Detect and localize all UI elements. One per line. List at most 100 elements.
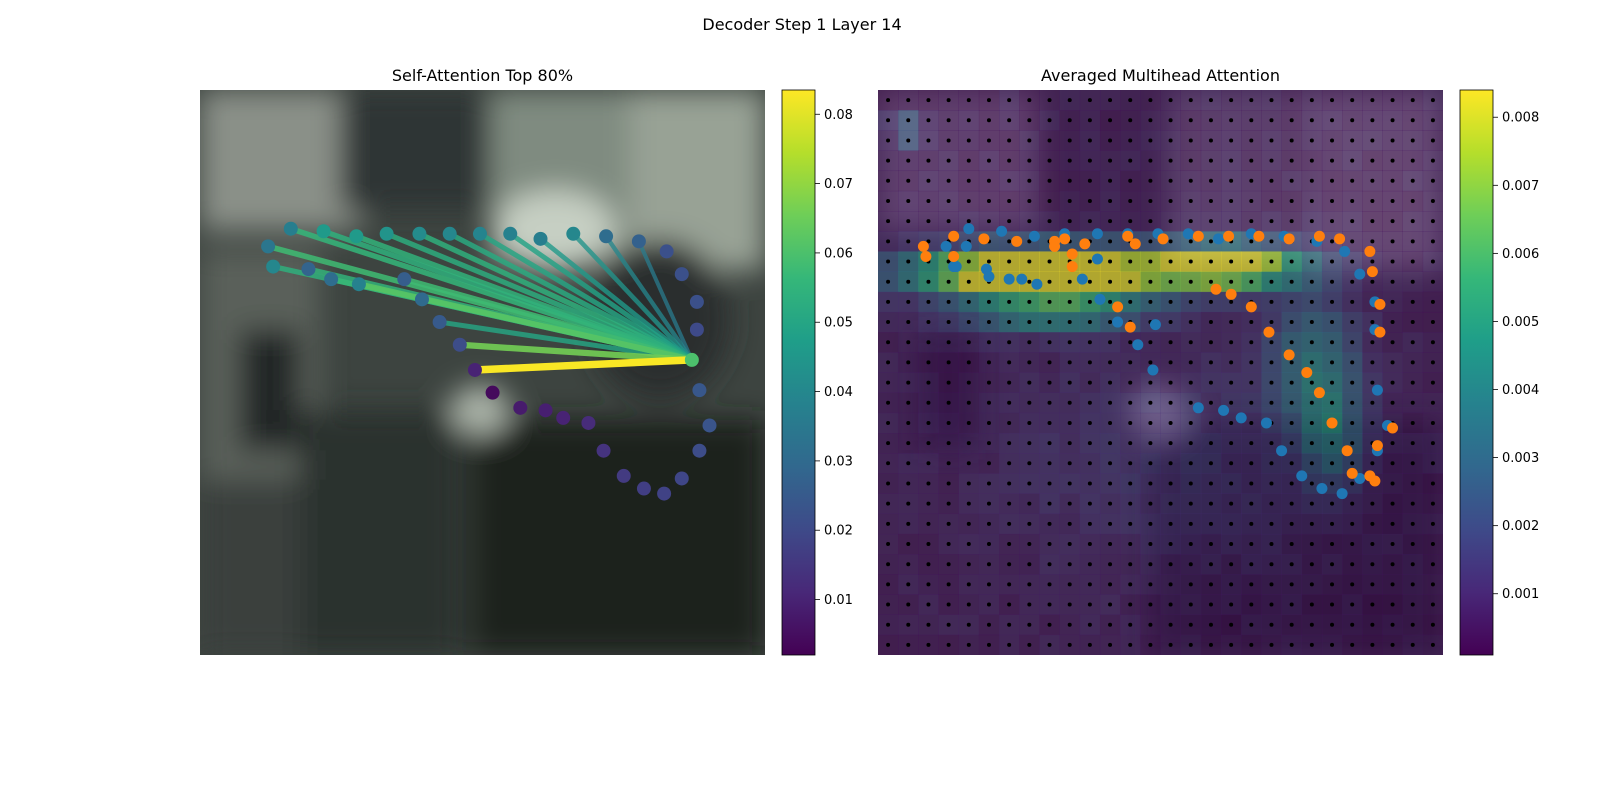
grid-dot <box>1249 420 1254 425</box>
grid-dot <box>1410 481 1415 486</box>
grid-dot <box>1047 380 1052 385</box>
grid-dot <box>1148 481 1153 486</box>
grid-dot <box>1208 320 1213 325</box>
grid-dot <box>1027 219 1032 224</box>
grid-dot <box>1108 400 1113 405</box>
grid-dot <box>1128 582 1133 587</box>
grid-dot <box>1269 340 1274 345</box>
grid-dot <box>1027 98 1032 103</box>
grid-dot <box>1027 562 1032 567</box>
grid-dot <box>1208 622 1213 627</box>
grid-dot <box>1067 521 1072 526</box>
grid-dot <box>1087 380 1092 385</box>
grid-dot <box>926 461 931 466</box>
grid-dot <box>886 602 891 607</box>
grid-dot <box>1108 501 1113 506</box>
grid-dot <box>1370 219 1375 224</box>
grid-dot <box>1229 299 1234 304</box>
grid-dot <box>906 259 911 264</box>
self-attention-background-image <box>200 90 765 655</box>
grid-dot <box>1390 340 1395 345</box>
grid-dot <box>1390 461 1395 466</box>
grid-dot <box>1067 279 1072 284</box>
grid-dot <box>906 299 911 304</box>
grid-dot <box>1410 582 1415 587</box>
grid-dot <box>1047 400 1052 405</box>
grid-dot <box>1148 279 1153 284</box>
grid-dot <box>1390 481 1395 486</box>
grid-dot <box>886 380 891 385</box>
grid-dot <box>1047 259 1052 264</box>
keypoint-marker <box>636 481 651 496</box>
grid-dot <box>1330 259 1335 264</box>
grid-dot <box>1249 158 1254 163</box>
grid-dot <box>1188 622 1193 627</box>
grid-dot <box>1087 461 1092 466</box>
grid-dot <box>906 118 911 123</box>
grid-dot <box>1229 481 1234 486</box>
grid-dot <box>986 501 991 506</box>
series-orange-marker <box>948 250 960 262</box>
grid-dot <box>1430 642 1435 647</box>
grid-dot <box>1289 441 1294 446</box>
series-blue-marker <box>1132 339 1144 351</box>
colorbar-tick-label: 0.04 <box>824 385 853 400</box>
grid-dot <box>1410 259 1415 264</box>
grid-dot <box>1410 380 1415 385</box>
grid-dot <box>1007 239 1012 244</box>
series-orange-marker <box>1223 230 1235 242</box>
grid-dot <box>1067 542 1072 547</box>
grid-dot <box>1309 178 1314 183</box>
grid-dot <box>1430 299 1435 304</box>
grid-dot <box>926 360 931 365</box>
grid-dot <box>986 562 991 567</box>
grid-dot <box>1148 158 1153 163</box>
keypoint-marker <box>599 229 614 244</box>
grid-dot <box>926 602 931 607</box>
grid-dot <box>1208 118 1213 123</box>
grid-dot <box>946 340 951 345</box>
series-orange-marker <box>1263 326 1275 338</box>
series-blue-marker <box>1028 230 1040 242</box>
grid-dot <box>1430 98 1435 103</box>
grid-dot <box>1330 582 1335 587</box>
grid-dot <box>1027 380 1032 385</box>
grid-dot <box>1188 360 1193 365</box>
grid-dot <box>906 481 911 486</box>
grid-dot <box>926 420 931 425</box>
grid-dot <box>1229 542 1234 547</box>
grid-dot <box>966 219 971 224</box>
grid-dot <box>1330 239 1335 244</box>
attention-edge <box>636 239 694 362</box>
grid-dot <box>946 481 951 486</box>
series-orange-marker <box>1301 367 1313 378</box>
grid-dot <box>1168 219 1173 224</box>
grid-dot <box>1168 98 1173 103</box>
grid-dot <box>1007 198 1012 203</box>
grid-dot <box>1128 279 1133 284</box>
grid-dot <box>1027 320 1032 325</box>
grid-dot <box>1148 562 1153 567</box>
grid-dot <box>1410 521 1415 526</box>
grid-dot <box>1188 380 1193 385</box>
grid-dot <box>1229 400 1234 405</box>
grid-dot <box>1128 219 1133 224</box>
grid-dot <box>1087 642 1092 647</box>
grid-dot <box>1087 320 1092 325</box>
series-blue-marker <box>1296 470 1308 482</box>
grid-dot <box>1350 622 1355 627</box>
grid-dot <box>1370 360 1375 365</box>
keypoint-marker <box>379 226 394 241</box>
grid-dot <box>946 259 951 264</box>
series-orange-marker <box>1225 288 1237 300</box>
grid-dot <box>1128 461 1133 466</box>
grid-dot <box>1249 400 1254 405</box>
grid-dot <box>1007 138 1012 143</box>
grid-dot <box>1269 622 1274 627</box>
grid-dot <box>1148 340 1153 345</box>
grid-dot <box>1027 582 1032 587</box>
grid-dot <box>1410 461 1415 466</box>
grid-dot <box>1269 219 1274 224</box>
grid-dot <box>1350 219 1355 224</box>
grid-dot <box>1390 380 1395 385</box>
